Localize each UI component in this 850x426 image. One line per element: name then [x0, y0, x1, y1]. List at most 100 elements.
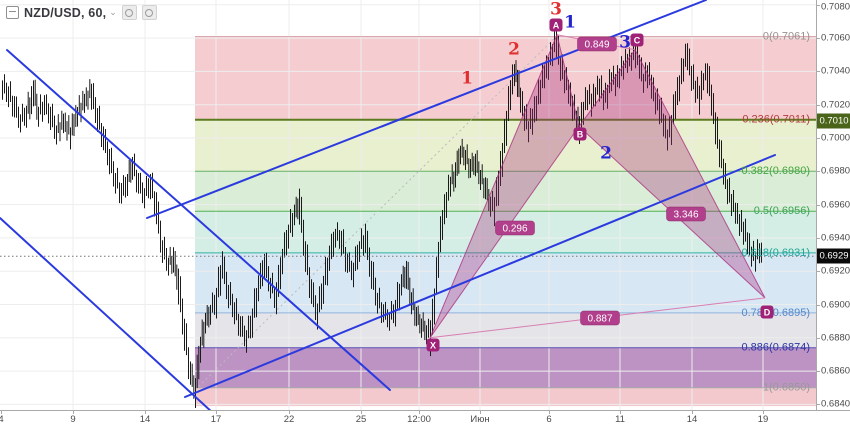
- fib-level-label: 1(0.6850): [763, 382, 810, 394]
- wave-label[interactable]: 1: [461, 69, 473, 89]
- pattern-point-label-B[interactable]: [573, 127, 587, 141]
- ascending-channel-lower[interactable]: [184, 154, 776, 398]
- time-tick-mark: [289, 411, 290, 414]
- source-toggle-icon[interactable]: [121, 5, 137, 20]
- last-price-box: 0.6929: [817, 248, 850, 264]
- fib-level-label: 0.5(0.6956): [754, 205, 810, 217]
- price-tick-mark: [817, 304, 820, 306]
- time-tick-label: 11: [615, 414, 625, 425]
- time-tick-label: 9: [70, 414, 76, 425]
- price-tick-label: 0.6840: [821, 398, 850, 410]
- pattern-ratio-label[interactable]: [577, 36, 617, 52]
- price-tick-mark: [817, 171, 820, 173]
- price-tick-label: 0.6960: [821, 199, 850, 211]
- price-tick-label: 0.6940: [821, 232, 850, 244]
- fib-level-label: 0.786(0.6895): [742, 307, 811, 319]
- collapse-icon[interactable]: [6, 6, 19, 19]
- pattern-point-label-C[interactable]: [630, 33, 644, 47]
- level-price-box: 0.7010: [817, 113, 850, 129]
- time-tick-mark: [73, 411, 74, 414]
- price-tick-mark: [817, 271, 820, 273]
- rally-dotted-line[interactable]: [194, 35, 558, 391]
- fib-band: [195, 387, 816, 407]
- pattern-point-label-D[interactable]: [760, 305, 774, 319]
- wave-label[interactable]: 1: [564, 13, 576, 33]
- price-tick-mark: [817, 371, 820, 373]
- price-tick-mark: [817, 237, 820, 239]
- time-tick-label: 25: [355, 414, 367, 425]
- pattern-ratio-text: 0.296: [502, 224, 527, 235]
- pattern-point-letter: D: [764, 307, 771, 317]
- price-tick-label: 0.6900: [821, 299, 850, 310]
- price-axis[interactable]: 0.7080 0.7060 0.7040 0.7020 0.7000 0.6980 0.69…: [816, 0, 850, 410]
- time-tick-label: 14: [139, 414, 151, 425]
- time-tick-label: 4: [0, 414, 4, 425]
- fib-level-label: 0.236(0.7011): [742, 114, 810, 126]
- wave-label[interactable]: 3: [619, 33, 631, 53]
- source-toggle-icon[interactable]: [141, 5, 157, 20]
- pattern-ratio-label[interactable]: [580, 310, 620, 326]
- chart-plot[interactable]: 0(0.7061) 0.236(0.7011) 0.382(0.6980) 0.5(0…: [0, 0, 816, 410]
- time-axis[interactable]: 4 9 14 17 22 25 12:00 Июн 6 11 14 19: [0, 410, 850, 426]
- wave-label[interactable]: 3: [550, 0, 562, 20]
- price-tick-mark: [817, 337, 820, 339]
- fib-band: [195, 252, 816, 313]
- time-tick-mark: [620, 411, 621, 414]
- time-tick-mark: [419, 411, 420, 414]
- time-tick-label: 22: [283, 414, 295, 425]
- price-tick-label: 0.7000: [821, 132, 850, 144]
- price-tick-mark: [817, 204, 820, 206]
- symbol-title[interactable]: NZD/USD, 60,: [24, 5, 107, 20]
- time-tick-mark: [692, 411, 693, 414]
- fib-band: [195, 347, 816, 388]
- price-tick-label: 0.7020: [821, 99, 850, 111]
- time-tick-mark: [145, 411, 146, 414]
- candlestick-series: [2, 29, 762, 408]
- pattern-ratio-label[interactable]: [495, 220, 535, 236]
- price-tick-mark: [817, 71, 820, 73]
- pattern-point-letter: C: [634, 35, 641, 45]
- pattern-point-letter: B: [577, 129, 584, 139]
- time-tick-label: 14: [686, 414, 698, 425]
- wave-label[interactable]: 2: [600, 144, 612, 164]
- pattern-point-label-A[interactable]: [549, 18, 563, 32]
- chevron-down-icon[interactable]: ⌄: [109, 7, 117, 17]
- symbol-legend: NZD/USD, 60, ⌄: [6, 5, 157, 20]
- price-tick-label: 0.7040: [821, 65, 850, 77]
- time-tick-mark: [216, 411, 217, 414]
- time-tick-mark: [1, 411, 2, 414]
- fib-level-label: 0.382(0.6980): [742, 165, 811, 177]
- price-tick-label: 0.6980: [821, 165, 850, 177]
- price-tick-label: 0.6860: [821, 365, 850, 377]
- fib-band: [195, 312, 816, 348]
- time-tick-label: 19: [757, 414, 769, 425]
- time-tick-mark: [763, 411, 764, 414]
- fib-level-label: 0.618(0.6931): [742, 247, 811, 259]
- wave-label[interactable]: 2: [508, 40, 520, 60]
- ascending-channel-upper[interactable]: [146, 0, 707, 219]
- time-tick-mark: [549, 411, 550, 414]
- pattern-ratio-label[interactable]: [666, 206, 706, 222]
- price-tick-mark: [817, 138, 820, 139]
- time-tick-mark: [480, 411, 481, 414]
- time-tick-label: 6: [546, 414, 552, 425]
- descending-channel-upper[interactable]: [6, 49, 391, 391]
- fib-level-label: 0.886(0.6874): [742, 342, 811, 354]
- time-tick-label: 17: [210, 414, 222, 425]
- pattern-point-label-X[interactable]: [426, 338, 440, 352]
- time-tick-mark: [361, 411, 362, 414]
- descending-channel-lower[interactable]: [0, 217, 213, 410]
- price-tick-mark: [817, 4, 820, 6]
- fib-band: [195, 119, 816, 172]
- fib-level-label: 0(0.7061): [763, 30, 810, 42]
- time-tick-label: 12:00: [407, 414, 431, 425]
- price-tick-mark: [817, 38, 820, 40]
- price-tick-mark: [817, 404, 820, 406]
- pattern-ratio-text: 0.887: [587, 314, 612, 325]
- price-tick-label: 0.7080: [821, 1, 850, 13]
- pattern-ratio-text: 3.346: [673, 210, 698, 221]
- price-tick-label: 0.6920: [821, 265, 850, 277]
- pattern-point-letter: A: [553, 20, 560, 30]
- pattern-ratio-text: 0.849: [584, 40, 609, 51]
